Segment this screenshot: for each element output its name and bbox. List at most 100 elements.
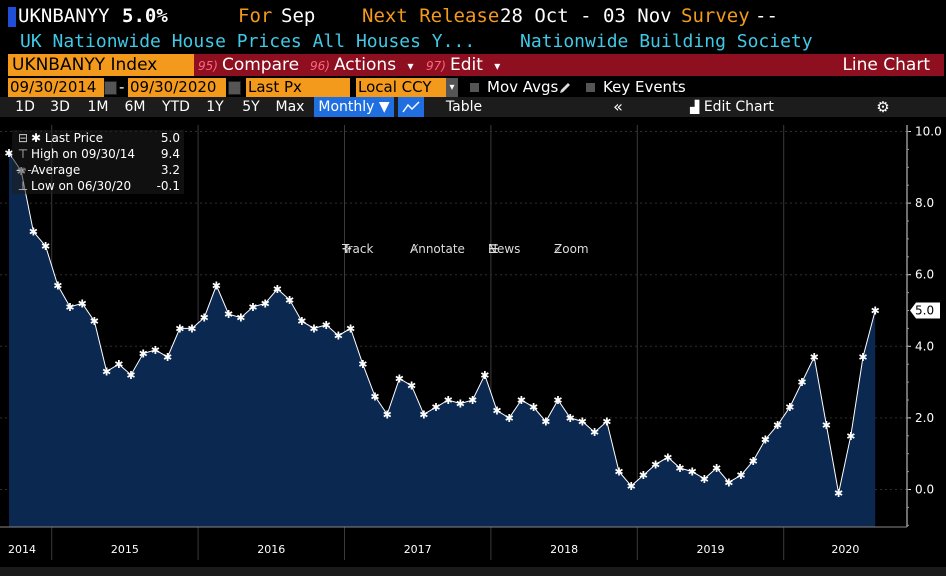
compare-label: Compare — [221, 55, 300, 75]
data-point-marker: ✱ — [273, 283, 282, 296]
legend-last-price-text: Last Price — [44, 131, 103, 145]
legend-row-high: ⊤ High on 09/30/14 9.4 — [12, 146, 184, 162]
legend-last-price-label: ✱ Last Price — [31, 130, 103, 146]
average-line-icon: -◦- — [16, 163, 32, 177]
data-point-marker: ✱ — [285, 294, 294, 307]
for-label: For — [238, 5, 273, 27]
security-field-label: UKNBANYY Index — [12, 55, 158, 75]
data-point-marker: ✱ — [248, 301, 257, 314]
data-point-marker: ✱ — [529, 401, 538, 414]
next-release-label: Next Release — [362, 5, 500, 27]
date-separator: - — [119, 78, 125, 96]
actions-number: 96) — [310, 59, 330, 73]
data-point-marker: ✱ — [29, 226, 38, 239]
news-label: News — [488, 242, 521, 256]
chevron-down-icon[interactable]: ▾ — [446, 78, 458, 97]
data-point-marker: ✱ — [419, 408, 428, 421]
edit-button[interactable]: 97) Edit ▾ — [422, 54, 510, 76]
y-tick-label: 4.0 — [915, 339, 934, 353]
data-point-marker: ✱ — [590, 426, 599, 439]
range-toolbar: 1D 3D 1M 6M YTD 1Y 5Y Max Monthly ▼ Tabl… — [0, 97, 946, 117]
mov-avgs-label: Mov Avgs — [487, 78, 559, 96]
range-button-6m[interactable]: 6M — [124, 99, 146, 115]
compare-button[interactable]: 95) Compare — [194, 54, 306, 76]
field-select[interactable]: Last Px — [246, 78, 350, 97]
data-point-marker: ✱ — [187, 322, 196, 335]
edit-label: Edit — [449, 55, 483, 75]
data-point-marker: ✱ — [114, 358, 123, 371]
collapse-icon[interactable]: « — [613, 97, 623, 116]
x-tick-label: 2018 — [550, 543, 578, 556]
ticker-label: UKNBANYY — [18, 5, 110, 27]
currency-value: Local CCY — [358, 78, 432, 96]
crosshair-icon: ✛ — [342, 242, 353, 256]
range-button-5y[interactable]: 5Y — [242, 99, 260, 115]
legend-row-low: ⊥ Low on 06/30/20 -0.1 — [12, 178, 184, 194]
data-point-marker: ✱ — [261, 297, 270, 310]
data-point-marker: ✱ — [614, 466, 623, 479]
security-field[interactable]: UKNBANYY Index — [8, 54, 194, 76]
edit-chart-button[interactable]: ▟ Edit Chart — [682, 97, 782, 117]
data-point-marker: ✱ — [822, 419, 831, 432]
data-point-marker: ✱ — [566, 412, 575, 425]
calendar-icon[interactable] — [228, 81, 241, 95]
collapse-legend-icon[interactable]: ⊟ — [17, 131, 29, 145]
legend-high-value: 9.4 — [160, 147, 180, 161]
chart-type-bar[interactable]: Line Chart — [510, 54, 944, 76]
field-value: Last Px — [248, 78, 302, 96]
data-point-marker: ✱ — [4, 147, 13, 160]
data-point-marker: ✱ — [139, 347, 148, 360]
survey-label: Survey — [681, 5, 750, 27]
annotate-label: Annotate — [410, 242, 465, 256]
data-point-marker: ✱ — [736, 469, 745, 482]
range-button-1y[interactable]: 1Y — [206, 99, 224, 115]
data-point-marker: ✱ — [224, 308, 233, 321]
data-point-marker: ✱ — [846, 430, 855, 443]
data-point-marker: ✱ — [810, 351, 819, 364]
y-tick-label: 6.0 — [915, 268, 934, 282]
data-point-marker: ✱ — [761, 433, 770, 446]
table-button[interactable]: Table — [445, 99, 483, 115]
range-button-1d[interactable]: 1D — [15, 99, 35, 115]
high-marker-icon: ⊤ — [17, 147, 29, 161]
legend-row-average: -◦- Average 3.2 — [12, 162, 184, 178]
key-events-checkbox[interactable] — [586, 83, 595, 92]
pencil-icon[interactable] — [558, 81, 572, 95]
x-tick-label: 2015 — [111, 543, 139, 556]
end-date-input[interactable]: 09/30/2020 — [128, 78, 226, 97]
gear-icon[interactable]: ⚙ — [876, 98, 890, 116]
frequency-select[interactable]: Monthly ▼ — [314, 97, 394, 117]
key-events-label: Key Events — [603, 78, 686, 96]
currency-select[interactable]: Local CCY — [356, 78, 446, 97]
legend-average-value: 3.2 — [160, 163, 180, 177]
data-point-marker: ✱ — [627, 480, 636, 493]
mov-avgs-checkbox[interactable] — [470, 83, 479, 92]
calendar-icon[interactable] — [104, 81, 117, 95]
range-button-ytd[interactable]: YTD — [162, 99, 190, 115]
news-icon: ☰ — [488, 242, 499, 256]
chart-legend[interactable]: ⊟ ✱ Last Price 5.0 ⊤ High on 09/30/14 9.… — [12, 130, 184, 194]
range-button-max[interactable]: Max — [275, 99, 305, 115]
last-value-label: 5.0 — [915, 304, 934, 318]
data-point-marker: ✱ — [200, 312, 209, 325]
actions-button[interactable]: 96) Actions ▾ — [306, 54, 422, 76]
next-release-value: 28 Oct - 03 Nov — [500, 5, 672, 27]
data-point-marker: ✱ — [700, 473, 709, 486]
security-header: UKNBANYY 5.0% For Sep Next Release 28 Oc… — [0, 0, 946, 30]
line-chart-icon[interactable] — [398, 97, 424, 117]
start-date-input[interactable]: 09/30/2014 — [8, 78, 104, 97]
data-point-marker: ✱ — [383, 408, 392, 421]
actions-label: Actions — [333, 55, 397, 75]
function-toolbar: UKNBANYY Index 95) Compare 96) Actions ▾ 9… — [0, 54, 946, 76]
range-button-1m[interactable]: 1M — [87, 99, 109, 115]
y-axis: 10.0 8.0 6.0 4.0 2.0 0.0 — [907, 125, 942, 526]
area-fill — [9, 153, 876, 527]
chevron-down-icon: ▾ — [494, 59, 501, 73]
range-button-3d[interactable]: 3D — [50, 99, 70, 115]
data-point-marker: ✱ — [126, 369, 135, 382]
data-point-marker: ✱ — [871, 305, 880, 318]
data-points: ✱✱✱✱✱ ✱✱✱✱✱✱ ✱✱✱ ✱✱✱✱ ✱✱ ✱✱✱✱✱ ✱✱✱✱✱✱✱✱✱✱✱ ✱ ✱✱✱… — [4, 147, 879, 500]
annotate-icon: ⟋ — [410, 242, 419, 256]
data-point-marker: ✱ — [297, 315, 306, 328]
